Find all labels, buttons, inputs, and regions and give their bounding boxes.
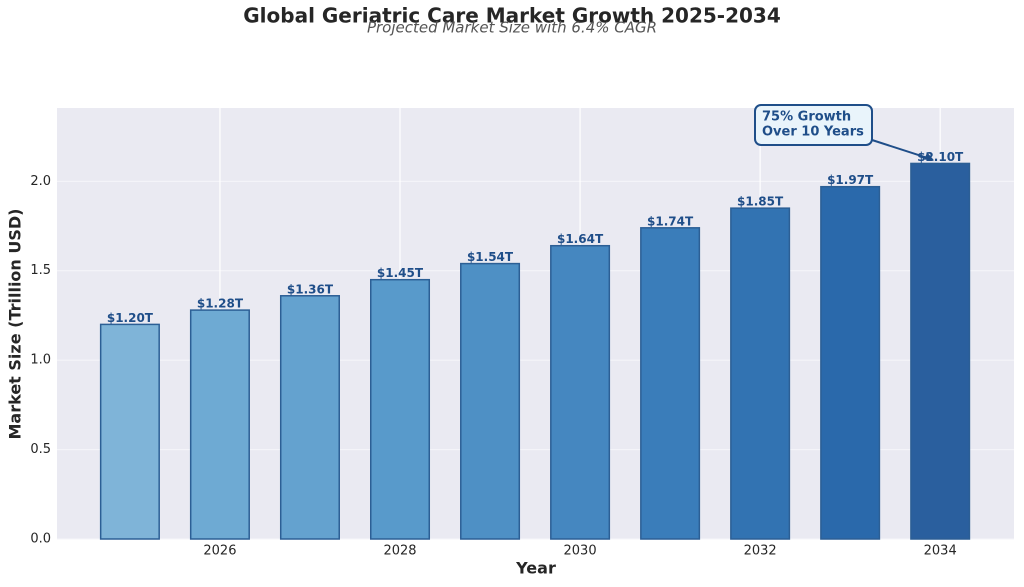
- bar: [279, 295, 340, 540]
- y-tick-label: 0.0: [30, 532, 51, 547]
- bar: [189, 309, 250, 540]
- annotation-text: Over 10 Years: [762, 125, 864, 140]
- annotation-arrow: [871, 139, 933, 161]
- x-tick-label: 2032: [744, 544, 777, 559]
- value-label: $1.28T: [197, 297, 244, 311]
- chart-title: Global Geriatric Care Market Growth 2025…: [243, 4, 781, 28]
- value-label: $1.36T: [287, 282, 334, 296]
- bar: [460, 262, 521, 540]
- x-tick-label: 2034: [924, 544, 957, 559]
- x-tick-label: 2026: [203, 544, 236, 559]
- annotation-text: 75% Growth: [762, 110, 851, 125]
- x-tick-label: 2030: [564, 544, 597, 559]
- y-tick-label: 1.5: [30, 263, 51, 278]
- y-tick-label: 0.5: [30, 442, 51, 457]
- value-label: $1.85T: [737, 195, 784, 209]
- bar: [550, 244, 611, 540]
- annotation-arrowhead: [924, 152, 935, 161]
- bar: [640, 227, 701, 540]
- y-tick-label: 1.0: [30, 353, 51, 368]
- bar: [820, 185, 881, 540]
- y-tick-label: 2.0: [30, 174, 51, 189]
- bar: [730, 207, 791, 540]
- value-label: $1.20T: [107, 311, 154, 325]
- bar: [99, 323, 160, 540]
- value-label: $1.54T: [467, 250, 514, 264]
- value-label: $2.10T: [917, 150, 964, 164]
- value-label: $1.45T: [377, 266, 424, 280]
- bar: [910, 162, 971, 540]
- chart-subtitle: Projected Market Size with 6.4% CAGR: [367, 19, 657, 37]
- y-axis-label: Market Size (Trillion USD): [6, 209, 25, 440]
- value-label: $1.74T: [647, 214, 694, 228]
- x-tick-label: 2028: [383, 544, 416, 559]
- annotation-box: [754, 104, 873, 146]
- bar: [369, 278, 431, 540]
- x-axis-label: Year: [515, 559, 556, 578]
- value-label: $1.64T: [557, 232, 604, 246]
- value-label: $1.97T: [827, 173, 874, 187]
